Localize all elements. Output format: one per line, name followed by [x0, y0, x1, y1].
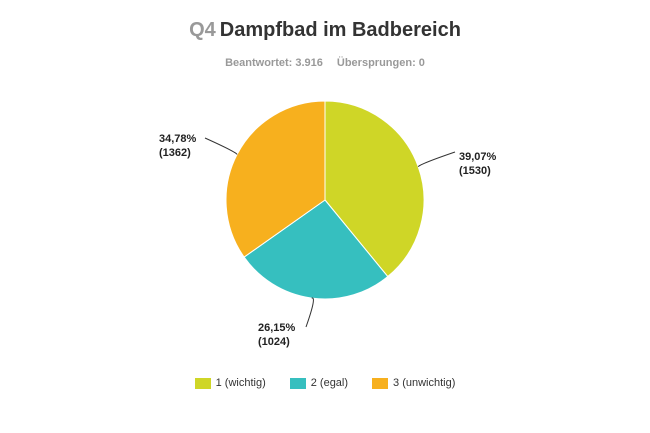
- chart-title: Q4 Dampfbad im Badbereich: [0, 19, 650, 42]
- data-label-count: (1530): [459, 165, 491, 177]
- question-title: Dampfbad im Badbereich: [219, 19, 461, 41]
- data-label-count: (1024): [258, 336, 290, 348]
- legend-item-2[interactable]: 2 (egal): [289, 377, 349, 389]
- data-label-count: (1362): [159, 147, 191, 159]
- legend-item-1[interactable]: 1 (wichtig): [194, 377, 266, 389]
- data-label-percent: 26,15%: [258, 322, 296, 334]
- legend-item-3[interactable]: 3 (unwichtig): [372, 377, 455, 389]
- chart-legend: 1 (wichtig) 2 (egal) 3 (unwichtig): [0, 377, 650, 389]
- legend-label: 2 (egal): [310, 377, 349, 389]
- data-label-percent: 34,78%: [159, 133, 197, 145]
- legend-label: 3 (unwichtig): [393, 377, 456, 389]
- leader-line: [417, 151, 456, 168]
- pie-slice-3[interactable]: [225, 100, 326, 258]
- question-number: Q4: [189, 19, 216, 41]
- legend-swatch: [289, 377, 306, 389]
- legend-label: 1 (wichtig): [215, 377, 266, 389]
- legend-swatch: [372, 377, 389, 389]
- leader-line: [204, 137, 238, 155]
- data-label-percent: 39,07%: [459, 151, 497, 163]
- answered-count: Beantwortet: 3.916: [225, 57, 323, 69]
- response-summary: Beantwortet: 3.916 Übersprungen: 0: [0, 57, 650, 69]
- skipped-count: Übersprungen: 0: [336, 57, 425, 69]
- pie-slice-2[interactable]: [243, 199, 389, 300]
- legend-swatch: [194, 377, 211, 389]
- leader-line: [305, 297, 314, 328]
